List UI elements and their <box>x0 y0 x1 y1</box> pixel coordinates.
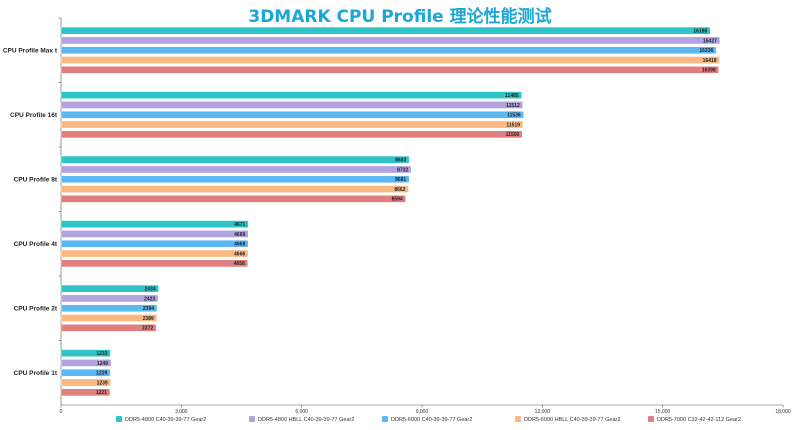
data-label: 2434 <box>145 286 156 292</box>
bar <box>60 324 157 332</box>
bar <box>60 378 111 387</box>
chart-title: 3DMARK CPU Profile 理论性能测试 <box>248 7 552 27</box>
data-label: 4671 <box>234 222 245 228</box>
legend-label: DDR5-6000 HBLL C40-39-39-77 Gear2 <box>524 417 620 423</box>
bar <box>60 195 406 203</box>
bar <box>60 46 717 55</box>
bar <box>60 368 111 377</box>
data-label: 16398 <box>702 68 716 74</box>
data-label: 16188 <box>693 28 707 34</box>
bar <box>60 66 719 74</box>
data-label: 2394 <box>143 306 154 312</box>
category-label: CPU Profile 1t <box>14 370 58 377</box>
data-label: 2389 <box>143 316 154 322</box>
category-label: CPU Profile Max t <box>3 48 58 55</box>
x-tick-label: 0 <box>60 409 63 415</box>
x-tick-label: 18,000 <box>775 409 791 415</box>
data-label: 16336 <box>699 48 713 54</box>
bar <box>60 175 410 184</box>
legend-swatch <box>116 416 122 422</box>
data-label: 8683 <box>395 157 406 163</box>
legend-label: DDR5-4800 C40-39-39-77 Gear2 <box>125 417 206 423</box>
bar <box>60 56 720 64</box>
bar <box>60 230 249 238</box>
data-label: 1249 <box>97 361 108 367</box>
data-label: 1221 <box>96 390 107 396</box>
data-label: 1239 <box>97 380 108 386</box>
x-tick-label: 6,000 <box>295 409 308 415</box>
category-label: CPU Profile 2t <box>14 306 58 313</box>
data-label: 4658 <box>234 261 245 267</box>
data-label: 2423 <box>144 296 155 302</box>
bar <box>60 304 158 313</box>
data-label: 2372 <box>142 326 153 332</box>
legend-swatch <box>515 416 521 422</box>
bar <box>60 259 249 268</box>
bar <box>60 239 249 248</box>
bar <box>60 220 249 229</box>
bar <box>60 36 721 45</box>
category-label: CPU Profile 16t <box>10 112 58 119</box>
data-label: 8662 <box>394 187 405 193</box>
category-label: CPU Profile 4t <box>14 241 58 248</box>
legend-label: DDR5-7000 C32-42-42-112 Gear2 <box>657 417 741 423</box>
x-tick-label: 15,000 <box>655 409 671 415</box>
data-label: 1229 <box>96 371 107 377</box>
data-label: 11485 <box>505 93 519 99</box>
data-label: 8732 <box>397 167 408 173</box>
legend-swatch <box>382 416 388 422</box>
bar <box>60 120 524 129</box>
legend-label: DDR5-6000 C40-39-39-77 Gear2 <box>391 417 472 423</box>
data-label: 16427 <box>703 38 717 44</box>
bar <box>60 101 524 109</box>
bar <box>60 249 249 258</box>
data-label: 16419 <box>703 58 717 64</box>
bar <box>60 130 523 139</box>
data-label: 1233 <box>96 351 107 357</box>
x-tick-label: 12,000 <box>535 409 551 415</box>
bar <box>60 388 111 397</box>
bar <box>60 91 522 100</box>
bar <box>60 185 409 193</box>
bar <box>60 349 111 357</box>
data-label: 4666 <box>234 251 245 257</box>
bar <box>60 359 112 367</box>
bar <box>60 26 711 35</box>
data-label: 4669 <box>234 232 245 238</box>
data-label: 11512 <box>506 103 520 109</box>
bar <box>60 155 410 164</box>
legend-label: DDR5-4800 HBLL C40-39-39-77 Gear2 <box>258 417 354 423</box>
data-label: 8594 <box>392 197 403 203</box>
data-label: 11536 <box>507 113 521 119</box>
bar <box>60 284 159 293</box>
category-label: CPU Profile 8t <box>14 177 58 184</box>
bar <box>60 165 412 174</box>
legend-swatch <box>648 416 654 422</box>
data-label: 8681 <box>395 177 406 183</box>
bar <box>60 110 524 119</box>
legend-swatch <box>249 416 255 422</box>
data-label: 4668 <box>234 242 245 248</box>
bar <box>60 314 158 322</box>
x-tick-label: 9,000 <box>416 409 429 415</box>
data-label: 11500 <box>506 132 520 138</box>
data-label: 11519 <box>506 122 520 128</box>
bar <box>60 294 159 303</box>
x-tick-label: 3,000 <box>175 409 188 415</box>
